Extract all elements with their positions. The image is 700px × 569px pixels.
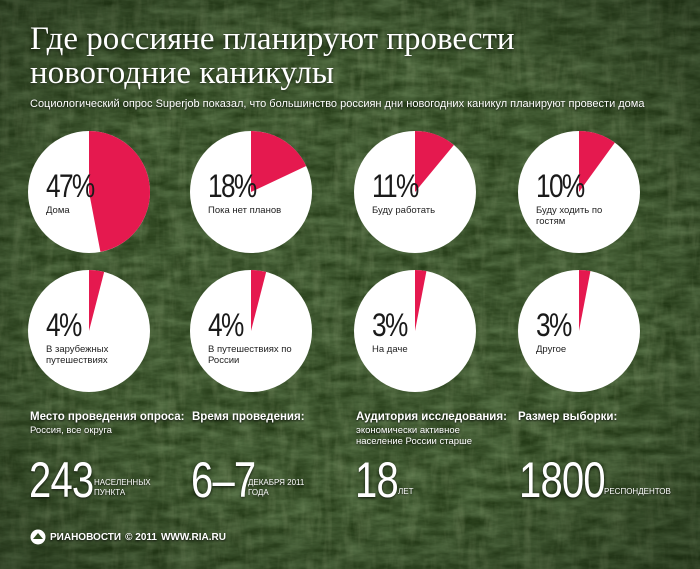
stat-audience-detail: экономически активное население России с…: [356, 425, 472, 447]
pie-slice: [579, 131, 615, 192]
stat-audience-heading: Аудитория исследования:: [356, 411, 507, 423]
pie-percent-label: 18%: [208, 168, 257, 204]
stat-place-unit: населенных пункта: [94, 478, 151, 497]
stat-time-unit: декабря 2011 года: [248, 478, 305, 497]
pie-slice: [89, 131, 151, 252]
pie-chart-8: 3% Другое: [518, 270, 640, 392]
pie-slice: [89, 270, 105, 331]
pie-category-label: В зарубежных путешествиях: [46, 344, 109, 366]
stat-place-value: 243: [29, 452, 94, 508]
stat-audience-value: 18: [355, 452, 399, 508]
pie-category-label: В путешествиях по России: [208, 344, 292, 366]
stat-sample-unit: респондентов: [604, 487, 671, 496]
pie-svg: [28, 131, 151, 253]
site-link[interactable]: WWW.RIA.RU: [160, 531, 226, 543]
pie-chart-6: 4% В путешествиях по России: [190, 270, 312, 392]
pie-category-label: Другое: [536, 344, 567, 355]
pie-slice: [251, 270, 267, 331]
pie-category-label: Буду ходить по гостям: [536, 205, 603, 227]
stat-sample-heading: Размер выборки:: [518, 411, 618, 423]
pie-chart-1: 47% Дома: [28, 131, 151, 253]
pie-percent-label: 10%: [536, 168, 585, 204]
pie-svg: [190, 270, 312, 392]
subtitle: Социологический опрос Superjob показал, …: [30, 98, 645, 110]
copyright: © 2011: [125, 531, 157, 543]
pie-percent-label: 11%: [372, 168, 419, 204]
pie-percent-label: 4%: [46, 307, 82, 343]
pie-svg: [354, 270, 476, 392]
pie-category-label: Буду работать: [372, 205, 436, 216]
pie-svg: [354, 131, 476, 253]
pie-slice: [415, 131, 454, 192]
pie-chart-2: 18% Пока нет планов: [190, 131, 312, 253]
title-line-1: Где россияне планируют провести: [30, 21, 515, 57]
brand-name: РИАНОВОСТИ: [50, 531, 122, 543]
pie-slice: [251, 131, 307, 192]
stat-time-value: 6–7: [191, 452, 256, 508]
pie-slice: [579, 270, 591, 331]
page-title: Где россияне планируют провести новогодн…: [30, 22, 515, 90]
pie-svg: [28, 270, 150, 392]
pie-svg: [190, 131, 312, 253]
title-line-2: новогодние каникулы: [30, 55, 335, 91]
pie-chart-4: 10% Буду ходить по гостям: [518, 131, 640, 253]
footer: РИАНОВОСТИ © 2011 WWW.RIA.RU: [30, 528, 226, 546]
pie-chart-5: 4% В зарубежных путешествиях: [28, 270, 150, 392]
stat-place-detail: Россия, все округа: [30, 425, 112, 436]
pie-svg: [518, 270, 640, 392]
stat-place-heading: Место проведения опроса:: [30, 411, 185, 423]
pie-percent-label: 47%: [46, 168, 95, 204]
pie-category-label: Дома: [46, 205, 70, 216]
pie-slice: [415, 270, 427, 331]
pie-category-label: Пока нет планов: [208, 205, 282, 216]
pie-svg: [518, 131, 640, 253]
pie-category-label: На даче: [372, 344, 408, 355]
stat-audience-unit: лет: [398, 487, 414, 496]
ria-logo-icon: [30, 529, 46, 545]
pie-chart-7: 3% На даче: [354, 270, 476, 392]
pie-percent-label: 3%: [536, 307, 572, 343]
stat-time-heading: Время проведения:: [192, 411, 305, 423]
pie-chart-3: 11% Буду работать: [354, 131, 476, 253]
stat-sample-value: 1800: [519, 452, 606, 508]
pie-percent-label: 3%: [372, 307, 408, 343]
pie-percent-label: 4%: [208, 307, 244, 343]
